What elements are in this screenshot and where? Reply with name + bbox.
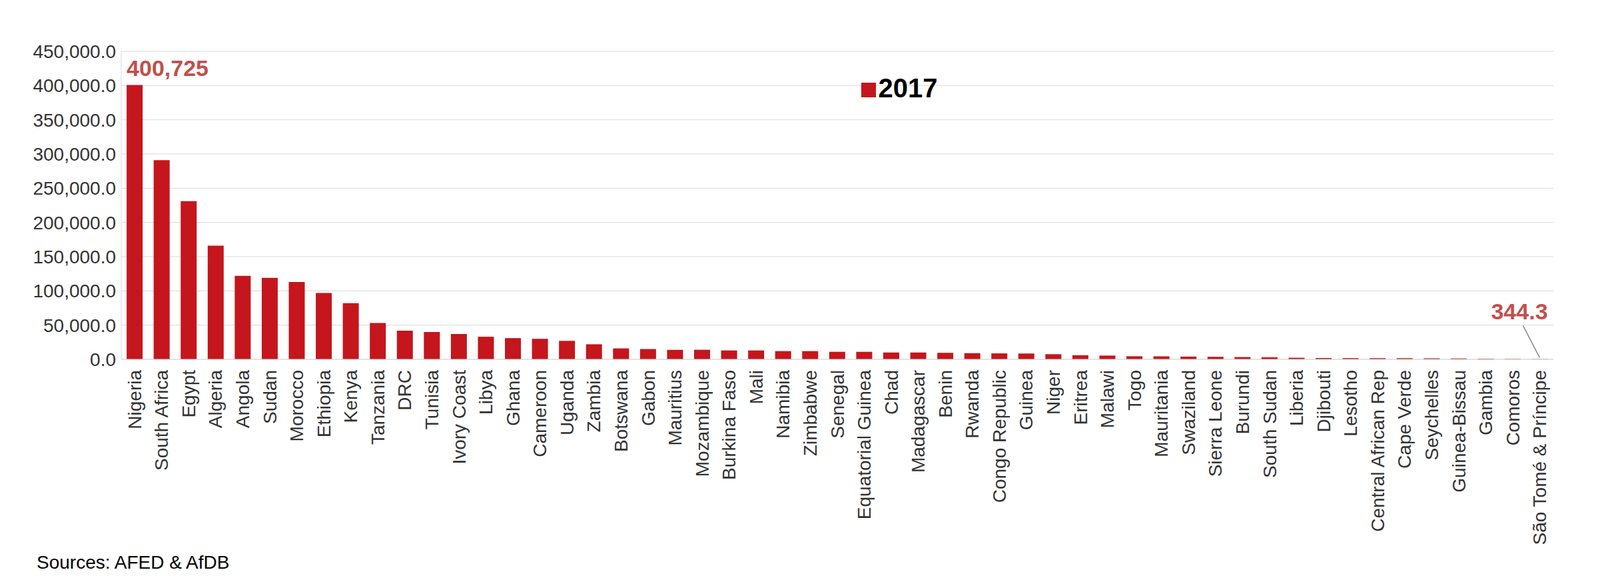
svg-text:Comoros: Comoros	[1502, 369, 1524, 446]
svg-text:450,000.0: 450,000.0	[32, 41, 116, 62]
svg-text:100,000.0: 100,000.0	[32, 280, 116, 302]
svg-text:Egypt: Egypt	[178, 369, 200, 418]
svg-text:Liberia: Liberia	[1286, 369, 1307, 426]
svg-text:South Africa: South Africa	[151, 369, 172, 471]
svg-text:Swaziland: Swaziland	[1178, 369, 1200, 455]
svg-text:Nigeria: Nigeria	[124, 369, 146, 429]
svg-text:350,000.0: 350,000.0	[32, 109, 116, 131]
svg-text:Burkina Faso: Burkina Faso	[718, 369, 740, 480]
svg-text:Djibouti: Djibouti	[1313, 369, 1335, 432]
svg-text:Uganda: Uganda	[556, 369, 578, 436]
svg-text:Niger: Niger	[1043, 369, 1064, 415]
svg-text:Burundi: Burundi	[1232, 369, 1253, 435]
svg-text:300,000.0: 300,000.0	[32, 143, 116, 165]
svg-text:South Sudan: South Sudan	[1259, 369, 1281, 478]
svg-text:Eritrea: Eritrea	[1070, 369, 1092, 425]
svg-text:0.0: 0.0	[89, 349, 116, 370]
svg-text:50,000.0: 50,000.0	[43, 315, 116, 336]
svg-text:Cameroon: Cameroon	[529, 369, 551, 457]
svg-text:DRC: DRC	[394, 369, 415, 411]
svg-text:Gabon: Gabon	[638, 369, 659, 426]
svg-text:Mali: Mali	[746, 369, 767, 404]
svg-text:Togo: Togo	[1124, 369, 1146, 411]
svg-text:Mozambique: Mozambique	[692, 369, 713, 477]
svg-text:São Tomé & Príncipe: São Tomé & Príncipe	[1529, 369, 1551, 545]
svg-text:Algeria: Algeria	[205, 369, 226, 429]
svg-text:Seychelles: Seychelles	[1421, 369, 1443, 460]
svg-text:Chad: Chad	[881, 369, 902, 415]
svg-text:Madagascar: Madagascar	[907, 369, 929, 473]
svg-text:Botswana: Botswana	[610, 369, 632, 452]
svg-text:400,725: 400,725	[126, 55, 209, 81]
svg-text:Rwanda: Rwanda	[961, 369, 983, 439]
svg-text:Kenya: Kenya	[340, 369, 362, 423]
svg-text:400,000.0: 400,000.0	[32, 75, 116, 96]
svg-text:Lesotho: Lesotho	[1340, 369, 1361, 437]
svg-text:Malawi: Malawi	[1097, 369, 1118, 428]
svg-text:Gambia: Gambia	[1475, 369, 1497, 435]
html-text:Sources: AFED & AfDB: Sources: AFED & AfDB	[36, 551, 230, 573]
svg-text:Ethiopia: Ethiopia	[313, 369, 335, 438]
svg-text:344.3: 344.3	[1490, 298, 1548, 324]
svg-text:150,000.0: 150,000.0	[32, 246, 116, 268]
svg-text:Zambia: Zambia	[583, 369, 605, 433]
svg-text:Angola: Angola	[232, 369, 254, 429]
svg-text:Morocco: Morocco	[286, 369, 308, 441]
svg-text:Namibia: Namibia	[772, 369, 794, 439]
svg-text:Sudan: Sudan	[259, 369, 281, 424]
svg-text:Mauritania: Mauritania	[1151, 369, 1172, 457]
svg-text:Ivory Coast: Ivory Coast	[448, 369, 470, 465]
svg-text:Equatorial Guinea: Equatorial Guinea	[853, 369, 875, 520]
svg-text:Tanzania: Tanzania	[367, 369, 389, 445]
svg-text:Senegal: Senegal	[827, 369, 848, 439]
html-text:2017: 2017	[878, 73, 938, 103]
svg-text:200,000.0: 200,000.0	[32, 212, 116, 234]
svg-text:Central African Rep: Central African Rep	[1367, 369, 1389, 532]
svg-text:Cape Verde: Cape Verde	[1394, 369, 1415, 469]
svg-text:250,000.0: 250,000.0	[32, 177, 116, 199]
svg-text:Tunisia: Tunisia	[421, 369, 443, 430]
svg-text:Benin: Benin	[935, 369, 956, 418]
svg-text:Guinea-Bissau: Guinea-Bissau	[1448, 369, 1470, 493]
svg-text:Ghana: Ghana	[502, 369, 524, 426]
svg-text:Libya: Libya	[475, 369, 497, 415]
svg-text:Congo Republic: Congo Republic	[989, 369, 1010, 503]
svg-text:Guinea: Guinea	[1015, 369, 1037, 431]
svg-text:Mauritius: Mauritius	[664, 369, 686, 446]
svg-text:Zimbabwe: Zimbabwe	[800, 369, 821, 456]
svg-text:Sierra Leone: Sierra Leone	[1204, 369, 1226, 477]
